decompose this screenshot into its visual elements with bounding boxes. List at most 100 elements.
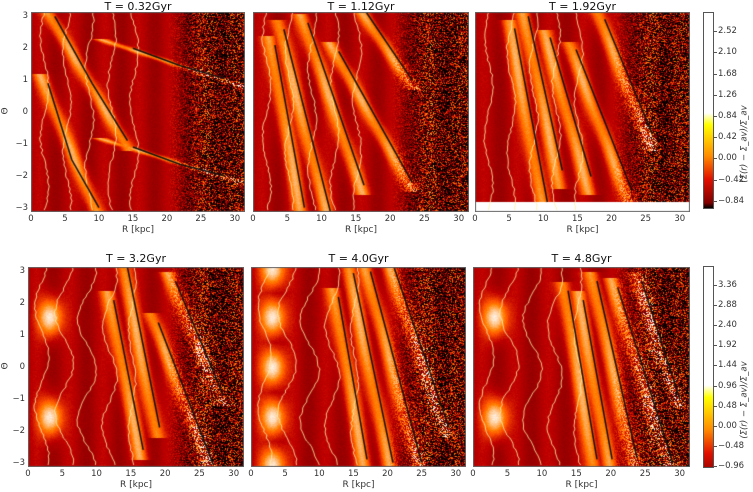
x-tick-label: 5 bbox=[62, 214, 68, 224]
x-tick-label: 10 bbox=[93, 214, 105, 224]
x-tick-label: 0 bbox=[250, 214, 256, 224]
x-tick-label: 25 bbox=[640, 214, 652, 224]
x-tick-label: 15 bbox=[350, 214, 362, 224]
x-tick-label: 0 bbox=[472, 214, 478, 224]
x-tick-label: 25 bbox=[639, 469, 651, 479]
heatmap-canvas bbox=[28, 267, 244, 467]
x-axis-label: R [kpc] bbox=[342, 480, 375, 490]
colorbar-tick-mark bbox=[714, 304, 717, 306]
x-axis-label: R [kpc] bbox=[344, 225, 378, 235]
x-tick-label: 20 bbox=[382, 469, 393, 479]
x-axis-label: R [kpc] bbox=[121, 225, 155, 235]
x-tick-label: 5 bbox=[284, 214, 290, 224]
colorbar-tick-label: 0.96 bbox=[718, 380, 737, 391]
y-tick-label: 0 bbox=[22, 107, 28, 117]
heatmap-canvas bbox=[475, 12, 690, 212]
colorbar-tick-label: 2.52 bbox=[718, 26, 737, 37]
x-tick-label: 10 bbox=[537, 214, 549, 224]
heatmap-canvas bbox=[31, 12, 245, 212]
colorbar-tick-label: −0.96 bbox=[718, 461, 745, 472]
panel-title: T = 4.8Gyr bbox=[551, 252, 612, 265]
colorbar-tick-mark bbox=[714, 405, 717, 407]
heatmap-panel bbox=[475, 12, 690, 212]
heatmap-canvas bbox=[253, 12, 469, 212]
colorbar-label: (Σ(r) − Σ_av)/Σ_av bbox=[739, 361, 750, 439]
panel-title: T = 4.0Gyr bbox=[328, 252, 389, 265]
colorbar-tick-mark bbox=[714, 446, 717, 448]
colorbar-tick-mark bbox=[714, 385, 717, 387]
colorbar-tick-mark bbox=[714, 116, 717, 118]
colorbar-tick-label: 2.88 bbox=[718, 299, 737, 310]
panel-title: T = 1.92Gyr bbox=[549, 0, 616, 13]
x-tick-label: 0 bbox=[25, 469, 31, 479]
colorbar-tick-mark bbox=[714, 466, 717, 468]
heatmap-panel bbox=[253, 12, 469, 212]
y-tick-label: −1 bbox=[15, 138, 28, 149]
y-tick-label: 0 bbox=[19, 362, 25, 372]
y-tick-label: −2 bbox=[12, 425, 25, 436]
x-tick-label: 15 bbox=[125, 469, 137, 479]
y-tick-label: 2 bbox=[19, 298, 25, 309]
heatmap-panel bbox=[28, 267, 244, 467]
x-tick-label: 20 bbox=[161, 214, 173, 224]
x-tick-label: 25 bbox=[419, 214, 430, 224]
colorbar bbox=[703, 266, 714, 468]
x-tick-label: 10 bbox=[313, 469, 325, 479]
colorbar-tick-label: 0.00 bbox=[718, 153, 737, 164]
heatmap-canvas bbox=[473, 267, 690, 467]
x-axis-label: R [kpc] bbox=[565, 480, 598, 490]
colorbar bbox=[703, 12, 714, 209]
x-tick-label: 10 bbox=[536, 469, 548, 479]
colorbar-tick-label: −0.42 bbox=[718, 174, 745, 185]
y-axis-label: Θ bbox=[0, 362, 11, 370]
x-tick-label: 30 bbox=[228, 469, 240, 479]
x-tick-label: 10 bbox=[91, 469, 102, 479]
colorbar-tick-mark bbox=[714, 324, 717, 326]
colorbar-tick-mark bbox=[714, 179, 717, 181]
x-tick-label: 30 bbox=[450, 469, 462, 479]
y-tick-label: −1 bbox=[12, 393, 25, 404]
colorbar-label: (Σ(r) − Σ_av)/Σ_av bbox=[739, 104, 750, 183]
y-axis-label: Θ bbox=[0, 107, 11, 115]
x-tick-label: 20 bbox=[606, 214, 617, 224]
y-tick-label: −2 bbox=[15, 170, 28, 181]
colorbar-tick-label: 0.48 bbox=[718, 400, 737, 411]
colorbar-tick-label: 1.68 bbox=[718, 68, 737, 79]
colorbar-tick-mark bbox=[714, 200, 717, 202]
panel-title: T = 3.2Gyr bbox=[106, 252, 166, 265]
y-tick-label: 1 bbox=[22, 75, 28, 86]
x-tick-label: 5 bbox=[282, 469, 288, 479]
x-tick-label: 15 bbox=[347, 469, 359, 479]
heatmap-panel bbox=[251, 267, 466, 467]
colorbar-tick-label: 2.10 bbox=[718, 47, 737, 58]
x-tick-label: 15 bbox=[571, 214, 583, 224]
x-tick-label: 30 bbox=[229, 214, 241, 224]
colorbar-tick-mark bbox=[714, 94, 717, 96]
colorbar-tick-mark bbox=[714, 158, 717, 160]
colorbar-tick-mark bbox=[714, 365, 717, 367]
x-tick-label: 30 bbox=[674, 214, 686, 224]
colorbar-tick-mark bbox=[714, 345, 717, 347]
x-axis-label: R [kpc] bbox=[119, 480, 153, 490]
x-axis-label: R [kpc] bbox=[566, 225, 599, 235]
x-tick-label: 30 bbox=[674, 469, 686, 479]
colorbar-tick-label: 1.26 bbox=[718, 89, 737, 100]
colorbar-tick-mark bbox=[714, 73, 717, 75]
x-tick-label: 25 bbox=[195, 214, 207, 224]
colorbar-tick-label: 2.40 bbox=[718, 319, 737, 330]
x-tick-label: 20 bbox=[159, 469, 171, 479]
heatmap-panel bbox=[31, 12, 245, 212]
colorbar-tick-mark bbox=[714, 52, 717, 54]
colorbar-tick-mark bbox=[714, 137, 717, 139]
colorbar-tick-mark bbox=[714, 425, 717, 427]
colorbar-tick-mark bbox=[714, 284, 717, 286]
x-tick-label: 5 bbox=[504, 469, 511, 479]
y-tick-label: 3 bbox=[22, 11, 28, 22]
x-tick-label: 5 bbox=[506, 214, 512, 224]
y-tick-label: −3 bbox=[12, 457, 25, 468]
colorbar-tick-mark bbox=[714, 31, 717, 33]
x-tick-label: 25 bbox=[416, 469, 428, 479]
x-tick-label: 5 bbox=[59, 469, 65, 479]
panel-title: T = 1.12Gyr bbox=[327, 0, 395, 13]
x-tick-label: 15 bbox=[570, 469, 582, 479]
